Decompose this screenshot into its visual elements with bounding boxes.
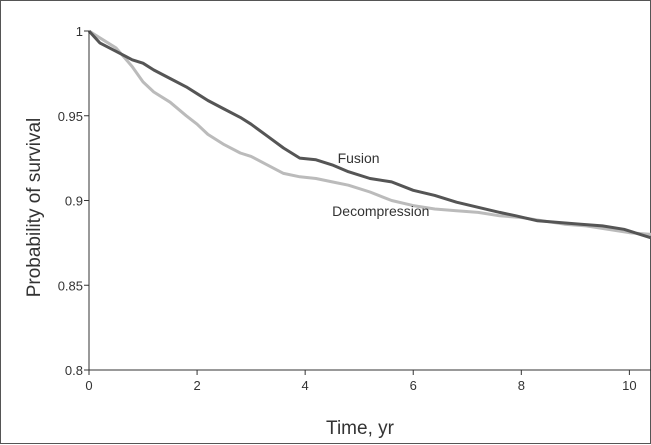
x-tick-label: 2 <box>193 378 200 393</box>
series-label-fusion: Fusion <box>338 150 380 166</box>
y-ticks: 0.8 0.85 0.9 0.95 1 <box>58 24 89 378</box>
y-tick-label: 1 <box>76 24 83 39</box>
y-tick-label: 0.9 <box>65 194 83 209</box>
series-labels: Fusion Decompression <box>332 150 429 219</box>
series-label-decompression: Decompression <box>332 203 429 219</box>
axes <box>88 31 651 371</box>
x-tick-label: 10 <box>622 378 636 393</box>
y-tick-label: 0.8 <box>65 363 83 378</box>
x-tick-label: 4 <box>302 378 309 393</box>
series-line-fusion <box>87 29 651 240</box>
series-curves <box>87 29 651 240</box>
y-tick-label: 0.85 <box>58 278 83 293</box>
x-tick-label: 6 <box>410 378 417 393</box>
x-tick-label: 0 <box>85 378 92 393</box>
x-tick-label: 8 <box>518 378 525 393</box>
x-axis-title: Time, yr <box>326 418 395 439</box>
y-axis-title: Probability of survival <box>24 118 45 298</box>
x-ticks: 0 2 4 6 8 10 <box>85 370 637 393</box>
y-tick-label: 0.95 <box>58 109 83 124</box>
